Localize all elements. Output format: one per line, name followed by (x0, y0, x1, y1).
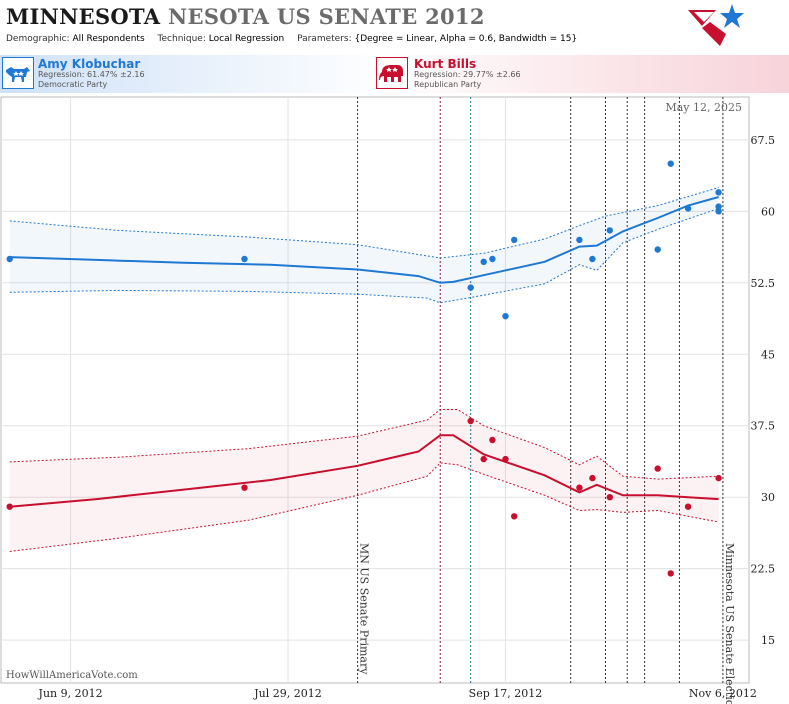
candidate-name: Kurt Bills (414, 57, 477, 71)
confidence-band (9, 187, 719, 303)
poll-date-lines (357, 97, 724, 683)
candidate-regression: Regression: 29.77% ±2.66 (414, 70, 521, 79)
candidate-name: Amy Klobuchar (38, 57, 141, 71)
poll-point (467, 417, 474, 425)
confidence-band (9, 409, 719, 552)
poll-point (654, 465, 661, 472)
poll-point (480, 455, 487, 463)
poll-point (684, 205, 692, 212)
poll-point (654, 246, 661, 253)
candidate-regression: Regression: 61.47% ±2.16 (38, 70, 145, 79)
lower-bound-line (9, 208, 719, 304)
poll-point (502, 455, 509, 463)
poll-point (6, 255, 13, 263)
upper-bound-line (9, 409, 719, 480)
candidate-details: Regression: 61.47% ±2.16 Democratic Part… (38, 70, 145, 90)
poll-point (511, 236, 518, 244)
poll-point (715, 208, 722, 215)
poll-point (576, 236, 583, 244)
y-tick-label: 45 (761, 348, 775, 361)
x-tick-label: Jul 29, 2012 (253, 687, 322, 700)
candidate-party: Republican Party (414, 80, 482, 89)
poll-point (606, 494, 613, 501)
poll-point (576, 484, 583, 491)
plot-frame (0, 96, 750, 684)
poll-point (489, 255, 496, 263)
donkey-icon (2, 57, 34, 89)
technique-value: Local Regression (208, 34, 285, 44)
technique-label: Technique: (157, 34, 206, 44)
candidate-party: Democratic Party (38, 80, 108, 89)
poll-point (511, 513, 518, 520)
x-tick-label: Jun 9, 2012 (38, 687, 103, 700)
candidate-details: Regression: 29.77% ±2.66 Republican Part… (414, 70, 521, 90)
parameters-line: Demographic: All Respondents Technique: … (6, 34, 587, 44)
x-tick-label: Sep 17, 2012 (469, 687, 543, 700)
y-tick-label: 22.5 (751, 563, 776, 576)
poll-point (467, 284, 474, 291)
trend-lines (9, 196, 719, 508)
poll-point (667, 160, 674, 167)
poll-point (715, 203, 722, 210)
elephant-icon (376, 57, 408, 89)
poll-point (502, 313, 509, 320)
trend-line (9, 196, 719, 284)
title-state: MINNESOTA (6, 4, 161, 29)
poll-point (589, 255, 596, 263)
poll-point (241, 484, 248, 491)
y-tick-label: 37.5 (751, 420, 776, 433)
poll-point (480, 258, 487, 265)
poll-points (6, 160, 722, 577)
date-label: May 12, 2025 (665, 101, 742, 114)
event-label: Minnesota US Senate Election (723, 543, 736, 704)
poll-point (606, 227, 613, 234)
y-tick-label: 15 (761, 634, 775, 647)
parameters-value: {Degree = Linear, Alpha = 0.6, Bandwidth… (354, 34, 578, 44)
y-tick-label: 30 (761, 491, 775, 504)
poll-point (6, 503, 13, 510)
y-tick-label: 60 (761, 205, 775, 218)
star-logo-icon (688, 4, 744, 46)
demographic-value: All Respondents (72, 34, 145, 44)
poll-point (715, 189, 722, 196)
parameters-label: Parameters: (297, 34, 352, 44)
y-tick-label: 52.5 (751, 277, 776, 290)
poll-point (589, 474, 596, 482)
event-labels: MN US Senate Primary Minnesota US Senate … (358, 543, 736, 704)
trend-line (9, 434, 719, 508)
candidate-card-klobuchar: Amy Klobuchar Regression: 61.47% ±2.16 D… (0, 55, 390, 93)
confidence-bands (9, 187, 719, 552)
event-label: MN US Senate Primary (358, 543, 371, 675)
x-axis-labels: Jun 9, 2012 Jul 29, 2012 Sep 17, 2012 Nov 6… (38, 687, 757, 700)
regression-chart: 15 22.5 30 37.5 45 52.5 60 67.5 Jun 9, 2012 Jul … (0, 96, 776, 704)
demographic-label: Demographic: (6, 34, 70, 44)
upper-bound-line (9, 187, 719, 259)
candidate-card-bills: Kurt Bills Regression: 29.77% ±2.66 Repu… (372, 55, 789, 93)
candidate-bar: Amy Klobuchar Regression: 61.47% ±2.16 D… (0, 55, 789, 93)
poll-point (684, 503, 692, 510)
title-race: NESOTA US SENATE 2012 (168, 4, 485, 29)
poll-point (489, 436, 496, 444)
poll-point (241, 255, 248, 263)
poll-point (667, 570, 674, 577)
watermark: HowWillAmericaVote.com (6, 670, 138, 681)
x-tick-label: Nov 6, 2012 (689, 687, 757, 700)
grid (1, 97, 749, 683)
header: MINNESOTA NESOTA US SENATE 2012 Demograp… (0, 0, 789, 50)
y-tick-label: 67.5 (751, 134, 776, 147)
y-axis-labels: 15 22.5 30 37.5 45 52.5 60 67.5 (751, 134, 776, 647)
poll-point (715, 474, 722, 482)
page-title: MINNESOTA NESOTA US SENATE 2012 (6, 4, 485, 29)
